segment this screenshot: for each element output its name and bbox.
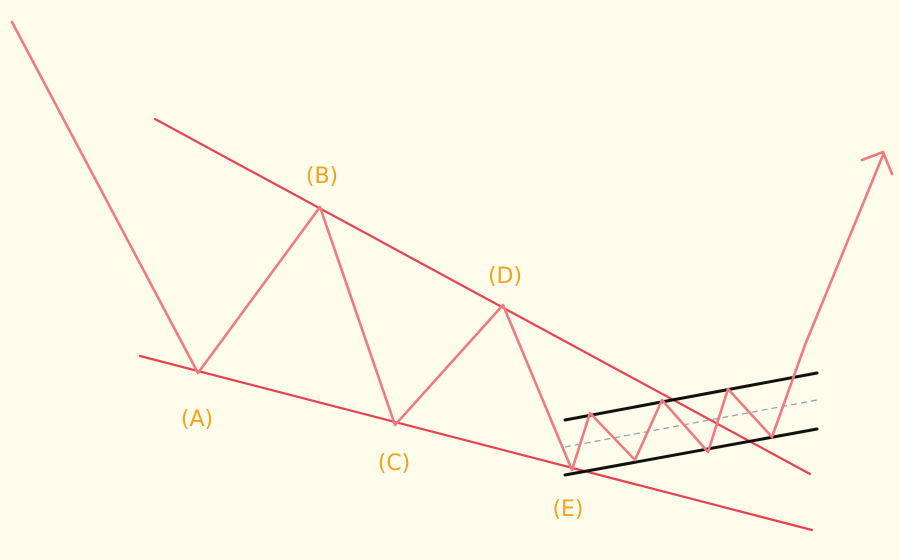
arrow-head-icon bbox=[860, 150, 894, 176]
point-label-a: (A) bbox=[181, 407, 213, 432]
upper-trendline bbox=[153, 117, 812, 476]
point-label-d: (D) bbox=[488, 264, 522, 289]
point-label-b: (B) bbox=[306, 164, 338, 189]
point-label-c: (C) bbox=[378, 451, 411, 476]
price-path bbox=[10, 20, 885, 472]
lower-trendline bbox=[138, 354, 814, 532]
channel-midline bbox=[564, 399, 818, 448]
channel-lower-line bbox=[563, 427, 819, 477]
channel-upper-line bbox=[563, 371, 819, 422]
point-label-e: (E) bbox=[552, 497, 583, 522]
